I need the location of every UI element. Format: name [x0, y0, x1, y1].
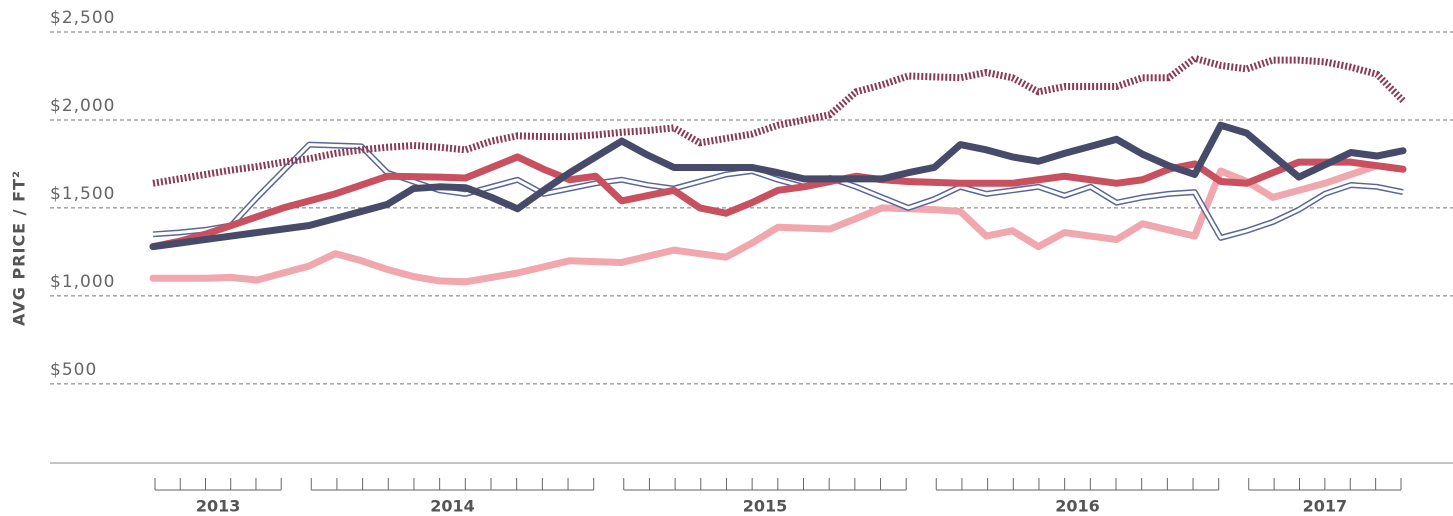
series-line — [152, 54, 1406, 187]
series-line — [149, 153, 1407, 251]
y-tick-label: $1,000 — [50, 272, 115, 292]
y-tick-label: $2,000 — [50, 96, 115, 116]
y-tick-label: $500 — [50, 360, 97, 380]
x-group-label: 2013 — [196, 497, 241, 516]
y-axis-label: AVG PRICE / FT² — [10, 170, 29, 326]
x-group-label: 2017 — [1303, 497, 1348, 516]
series-line — [149, 162, 1407, 286]
y-tick-label: $1,500 — [50, 184, 115, 204]
x-group-label: 2014 — [430, 497, 475, 516]
x-group-label: 2015 — [743, 497, 788, 516]
series-line — [149, 121, 1407, 251]
x-group-label: 2016 — [1055, 497, 1100, 516]
series-line-inner — [152, 143, 1404, 240]
y-tick-label: $2,500 — [50, 8, 115, 28]
